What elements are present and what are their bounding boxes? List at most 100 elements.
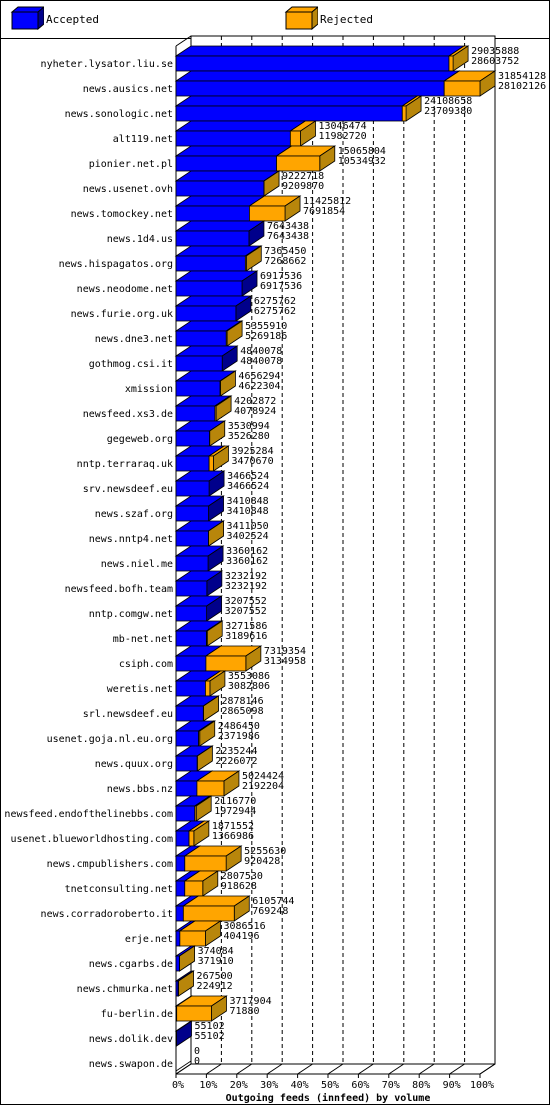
- category-label: mb-net.net: [113, 634, 173, 645]
- bar-accepted: [175, 55, 450, 72]
- x-tick-mark: [297, 1063, 313, 1075]
- category-label: xmission: [125, 384, 173, 395]
- bar-rejected: [448, 55, 454, 72]
- value-label-offered: 374084: [198, 946, 234, 957]
- value-label-offered: 4202872: [234, 396, 276, 407]
- value-label-offered: 15065804: [338, 146, 386, 157]
- value-label-offered: 7319354: [264, 646, 306, 657]
- category-label: nntp.terraraq.uk: [77, 459, 173, 470]
- value-label-offered: 7643438: [267, 221, 309, 232]
- bar-rejected: [401, 105, 407, 122]
- x-tick-mark: [327, 1063, 344, 1075]
- axis-edge: [175, 35, 192, 47]
- value-label-offered: 9222718: [282, 171, 324, 182]
- category-label: newsfeed.bofh.team: [65, 584, 173, 595]
- value-label-accepted: 2192204: [242, 781, 284, 792]
- value-label-accepted: 7268662: [264, 256, 306, 267]
- value-label-accepted: 1972944: [214, 806, 256, 817]
- category-label: srv.newsdeef.eu: [83, 484, 173, 495]
- bar-accepted: [175, 905, 184, 922]
- value-label-offered: 3207552: [225, 596, 267, 607]
- value-label-accepted: 769248: [252, 906, 288, 917]
- value-label-accepted: 23709380: [424, 106, 472, 117]
- bar-accepted: [175, 630, 207, 647]
- bar-rejected: [214, 405, 217, 422]
- category-label: pionier.net.pl: [89, 159, 173, 170]
- category-label: srl.newsdeef.eu: [83, 709, 173, 720]
- value-label-accepted: 4622304: [238, 381, 280, 392]
- category-label: news.furie.org.uk: [71, 309, 173, 320]
- value-label-offered: 2486450: [218, 721, 260, 732]
- category-label: news.sonologic.net: [65, 109, 173, 120]
- bar-accepted-top: [174, 95, 419, 107]
- category-label: news.dolik.dev: [89, 1034, 173, 1045]
- value-label-accepted: 2371986: [218, 731, 260, 742]
- value-label-offered: 31854128: [498, 71, 546, 82]
- category-label: newsfeed.xs3.de: [83, 409, 173, 420]
- value-label-offered: 0: [194, 1046, 200, 1057]
- value-label-offered: 3271586: [225, 621, 267, 632]
- bar-accepted: [175, 280, 243, 297]
- category-label: news.usenet.ovh: [83, 184, 173, 195]
- value-label-offered: 2807530: [221, 871, 263, 882]
- value-label-accepted: 920428: [244, 856, 280, 867]
- value-label-accepted: 4078924: [234, 406, 276, 417]
- x-tick-label: 20%: [230, 1080, 248, 1091]
- bar-rejected: [289, 130, 301, 147]
- value-label-accepted: 4840078: [240, 356, 282, 367]
- value-label-offered: 3530994: [228, 421, 270, 432]
- value-label-offered: 55102: [195, 1021, 225, 1032]
- value-label-accepted: 28603752: [471, 56, 519, 67]
- x-tick-mark: [236, 1063, 253, 1075]
- bar-accepted: [175, 805, 196, 822]
- bar-accepted: [175, 730, 200, 747]
- bar-accepted: [175, 955, 180, 972]
- bar-accepted: [175, 105, 403, 122]
- value-label-offered: 2878146: [221, 696, 263, 707]
- value-label-accepted: 3360162: [226, 556, 268, 567]
- bar-accepted: [175, 405, 216, 422]
- value-label-offered: 4840078: [240, 346, 282, 357]
- value-label-offered: 3360162: [226, 546, 268, 557]
- value-label-accepted: 3402524: [227, 531, 269, 542]
- value-label-accepted: 3526280: [228, 431, 270, 442]
- category-label: news.niel.me: [101, 559, 173, 570]
- x-tick-label: 50%: [321, 1080, 339, 1091]
- value-label-accepted: 404196: [223, 931, 259, 942]
- value-label-offered: 29035888: [471, 46, 519, 57]
- bar-accepted: [175, 855, 186, 872]
- category-label: news.chmurka.net: [77, 984, 173, 995]
- bar-rejected: [249, 205, 286, 222]
- value-label-accepted: 2226072: [215, 756, 257, 767]
- category-label: nntp.comgw.net: [89, 609, 173, 620]
- bar-rejected: [206, 630, 208, 647]
- value-label-offered: 6275762: [254, 296, 296, 307]
- value-label-offered: 6105744: [252, 896, 294, 907]
- value-label-accepted: 9209870: [282, 181, 324, 192]
- value-label-accepted: 371910: [198, 956, 234, 967]
- category-label: news.szaf.org: [95, 509, 173, 520]
- value-label-offered: 3553086: [228, 671, 270, 682]
- bar-rejected: [205, 655, 247, 672]
- value-label-accepted: 3207552: [225, 606, 267, 617]
- value-label-accepted: 3189616: [225, 631, 267, 642]
- x-tick-mark: [479, 1063, 496, 1075]
- bar-accepted: [175, 155, 277, 172]
- bar-accepted: [175, 455, 210, 472]
- x-tick-mark: [358, 1063, 374, 1075]
- legend: Accepted Rejected: [0, 0, 550, 38]
- bar-rejected: [179, 930, 206, 947]
- bar-accepted: [175, 380, 221, 397]
- value-label-accepted: 1366986: [212, 831, 254, 842]
- category-label: news.bbs.nz: [107, 784, 173, 795]
- x-tick-mark: [449, 1063, 465, 1075]
- x-tick-label: 0%: [172, 1080, 184, 1091]
- category-label: weretis.net: [107, 684, 173, 695]
- bar-rejected: [225, 330, 228, 347]
- category-label: news.swapon.de: [89, 1059, 173, 1070]
- category-label: news.ausics.net: [83, 84, 173, 95]
- bar-rejected: [182, 905, 235, 922]
- value-label-accepted: 3082806: [228, 681, 270, 692]
- value-label-offered: 3411050: [227, 521, 269, 532]
